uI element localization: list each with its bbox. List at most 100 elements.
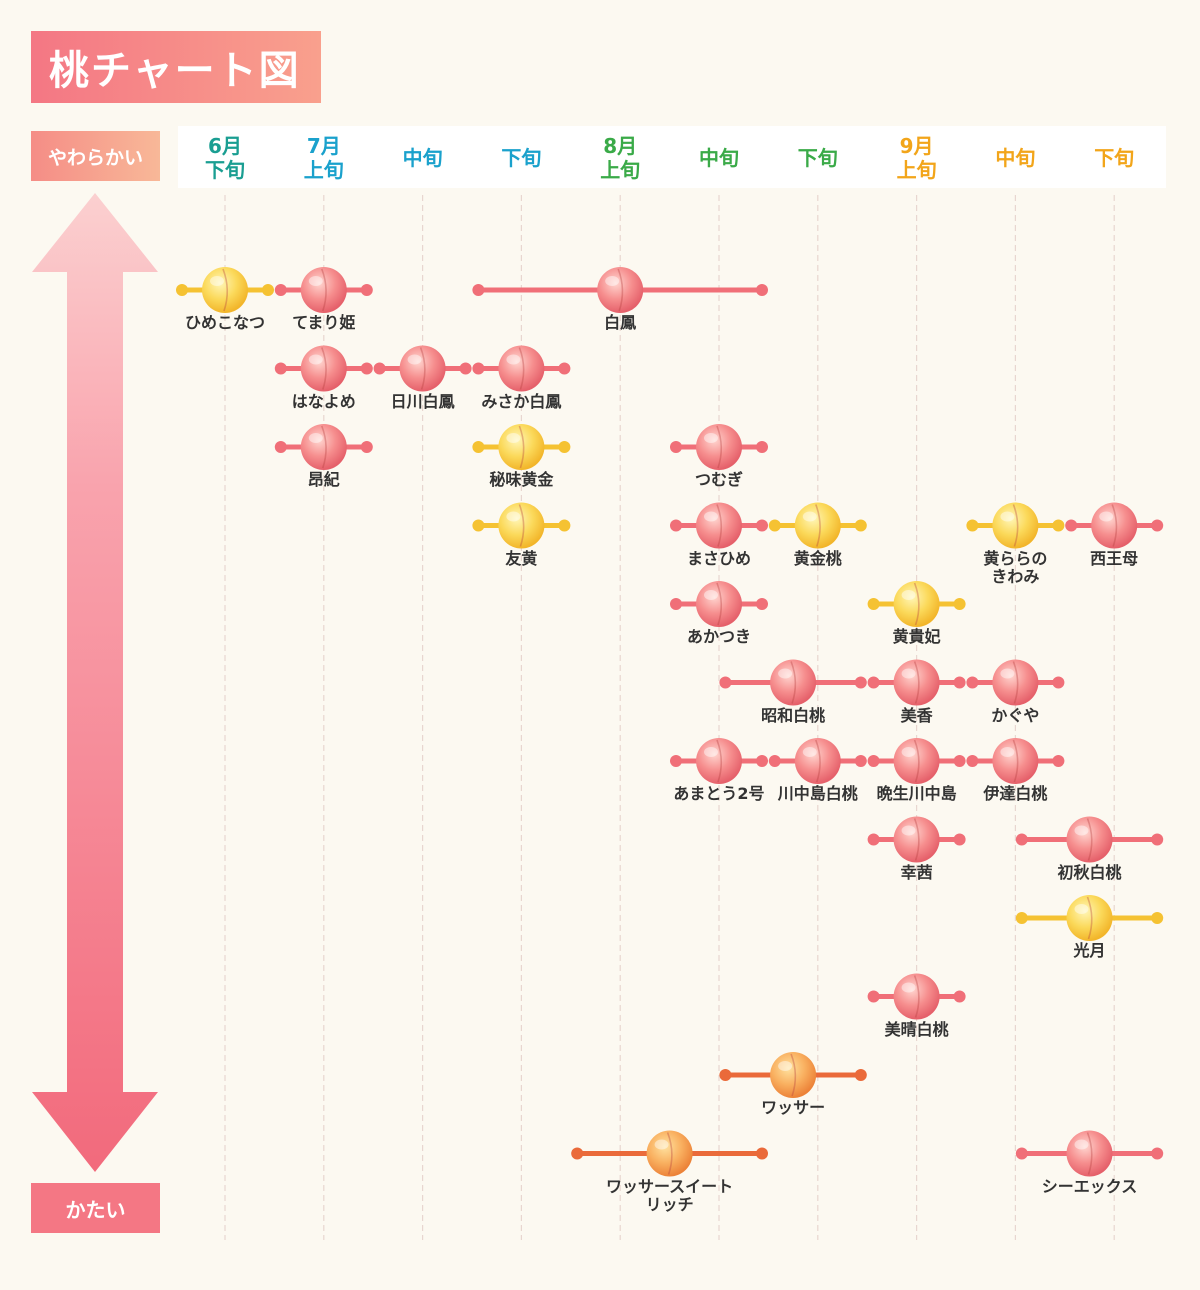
peach-icon (498, 502, 545, 549)
peach-icon (893, 738, 940, 784)
variety-mark (571, 1130, 768, 1177)
peach-icon (696, 502, 742, 549)
peach-crease (518, 425, 525, 469)
bar-endpoint (373, 362, 386, 375)
bar-endpoint (756, 755, 768, 767)
bar-endpoint (867, 833, 880, 846)
peach-crease (419, 347, 426, 390)
bar-endpoint (558, 362, 571, 375)
peach-crease (222, 268, 229, 312)
variety-mark (274, 345, 373, 392)
bar-endpoint (472, 284, 485, 296)
peach-highlight (654, 1139, 669, 1150)
peach-icon (794, 502, 841, 549)
peach-icon (1066, 816, 1113, 863)
peach-icon (794, 738, 841, 784)
peach-icon (992, 502, 1039, 549)
peach-highlight (1000, 668, 1015, 679)
bar-endpoint (854, 755, 867, 767)
variety-mark (1015, 816, 1164, 863)
bar-endpoint (867, 755, 880, 767)
bar-endpoint (274, 284, 287, 296)
peach-icon (300, 345, 347, 392)
bar-endpoint (953, 598, 966, 610)
variety-mark (966, 659, 1065, 706)
peach-crease (1086, 818, 1093, 861)
peach-icon (1091, 502, 1138, 549)
period-label-5: 中旬 (699, 146, 739, 170)
peach-highlight (210, 276, 224, 286)
peach-crease (1012, 504, 1019, 547)
variety-label: まさひめ (686, 548, 751, 568)
variety-label: はなよめ (291, 391, 356, 411)
variety-label: 秘味黄金 (489, 470, 554, 489)
bar-endpoint (459, 362, 472, 375)
peach-highlight (407, 354, 422, 365)
peach-highlight (778, 1061, 793, 1071)
variety-mark (1015, 1130, 1164, 1177)
variety-label: 昭和白桃 (761, 705, 826, 725)
peach-crease (913, 818, 920, 861)
variety-label: シーエックス (1041, 1176, 1138, 1196)
bar-endpoint (360, 362, 373, 375)
peach-highlight (901, 825, 916, 836)
variety-label: 川中島白桃 (777, 784, 858, 803)
bar-endpoint (756, 1147, 768, 1160)
peach-crease (716, 739, 723, 783)
variety-mark (867, 581, 966, 627)
peach-highlight (704, 747, 718, 757)
peach-highlight (778, 668, 793, 679)
variety-mark (867, 659, 966, 706)
variety-label: あまとう2号 (673, 784, 765, 803)
peach-icon (696, 424, 742, 470)
bar-endpoint (719, 1069, 732, 1081)
period-label-2: 中旬 (402, 146, 443, 170)
peach-crease (321, 347, 327, 390)
peach-crease (913, 739, 920, 783)
peach-highlight (901, 982, 916, 993)
bar-endpoint (953, 676, 966, 689)
variety-mark (472, 267, 768, 313)
bar-endpoint (1052, 676, 1065, 689)
peach-highlight (1074, 825, 1089, 836)
peach-icon (992, 659, 1039, 706)
peach-crease (913, 661, 920, 704)
peach-icon (893, 581, 940, 627)
peach-crease (790, 1053, 797, 1097)
bar-endpoint (1052, 755, 1065, 767)
variety-mark (472, 502, 571, 549)
peach-crease (913, 975, 920, 1018)
variety-mark (176, 267, 274, 313)
variety-mark (1065, 502, 1164, 549)
variety-mark (719, 1052, 867, 1098)
hardness-arrow (32, 193, 158, 1172)
variety-label: 黄金桃 (793, 548, 842, 568)
peach-highlight (1099, 511, 1114, 522)
variety-label: 光月 (1073, 941, 1106, 960)
peach-highlight (901, 747, 916, 757)
bar-endpoint (854, 676, 867, 689)
variety-mark (966, 738, 1065, 784)
variety-label: 美晴白桃 (884, 1019, 949, 1039)
peach-highlight (1074, 1139, 1089, 1150)
period-header (178, 126, 1166, 188)
peach-highlight (901, 590, 916, 600)
variety-mark (472, 345, 571, 392)
peach-icon (498, 345, 545, 392)
variety-label: 美香 (900, 705, 933, 725)
bar-endpoint (1065, 519, 1078, 532)
peach-icon (498, 424, 545, 470)
bar-endpoint (768, 519, 781, 532)
variety-label: 晩生川中島 (876, 784, 957, 803)
axis-label-hard: かたい (31, 1183, 160, 1233)
variety-mark (670, 738, 768, 784)
variety-mark (719, 659, 867, 706)
bar-endpoint (1015, 833, 1028, 846)
peach-crease (1012, 739, 1019, 783)
bar-endpoint (953, 755, 966, 767)
variety-mark (670, 502, 768, 549)
bar-endpoint (360, 441, 373, 453)
variety-label: ワッサースイートリッチ (605, 1176, 734, 1214)
peach-crease (815, 504, 821, 547)
bar-endpoint (1015, 912, 1028, 924)
